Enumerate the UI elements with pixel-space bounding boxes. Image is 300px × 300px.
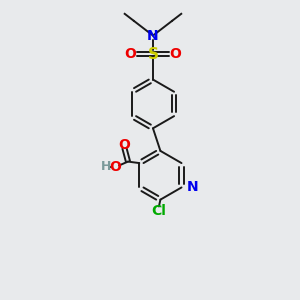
Text: N: N: [147, 28, 159, 43]
Text: O: O: [110, 160, 122, 174]
Text: H: H: [101, 160, 111, 173]
Text: Cl: Cl: [152, 204, 166, 218]
Text: S: S: [148, 47, 158, 62]
Text: O: O: [169, 47, 181, 61]
Text: N: N: [187, 180, 199, 194]
Text: O: O: [118, 138, 130, 152]
Text: O: O: [125, 47, 136, 61]
